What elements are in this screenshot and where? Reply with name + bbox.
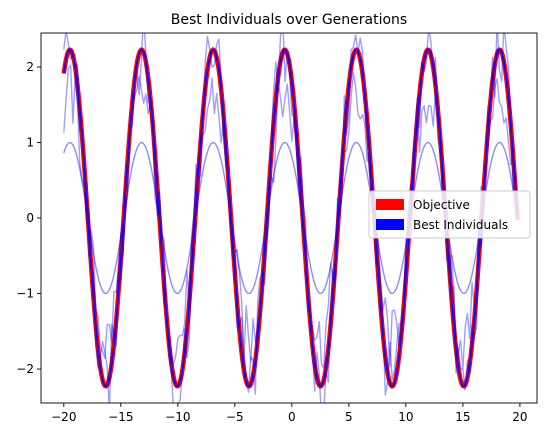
x-tick-label: 20 bbox=[512, 410, 527, 424]
x-tick-label: −10 bbox=[165, 410, 190, 424]
legend: Objective Best Individuals bbox=[368, 190, 531, 239]
legend-label-1: Objective bbox=[413, 198, 470, 212]
x-tick-label: 10 bbox=[398, 410, 413, 424]
x-tick-label: −5 bbox=[226, 410, 244, 424]
best-individual-line-4 bbox=[63, 48, 519, 388]
y-tick-label: 2 bbox=[26, 60, 34, 74]
x-tick-label: 0 bbox=[288, 410, 296, 424]
legend-label-2: Best Individuals bbox=[413, 218, 508, 232]
best-individual-line-2 bbox=[63, 64, 519, 370]
plot-area bbox=[61, 33, 520, 403]
y-tick-label: 0 bbox=[26, 211, 34, 225]
legend-swatch-2 bbox=[376, 219, 404, 230]
legend-box bbox=[368, 190, 531, 239]
y-tick-label: −2 bbox=[16, 362, 34, 376]
series-group bbox=[61, 33, 520, 403]
chart-title: Best Individuals over Generations bbox=[171, 12, 407, 28]
legend-swatch-1 bbox=[376, 199, 404, 210]
x-tick-label: −20 bbox=[51, 410, 76, 424]
x-tick-label: 15 bbox=[455, 410, 470, 424]
x-tick-label: 5 bbox=[345, 410, 353, 424]
y-tick-label: 1 bbox=[26, 135, 34, 149]
x-tick-label: −15 bbox=[108, 410, 133, 424]
y-tick-label: −1 bbox=[16, 287, 34, 301]
